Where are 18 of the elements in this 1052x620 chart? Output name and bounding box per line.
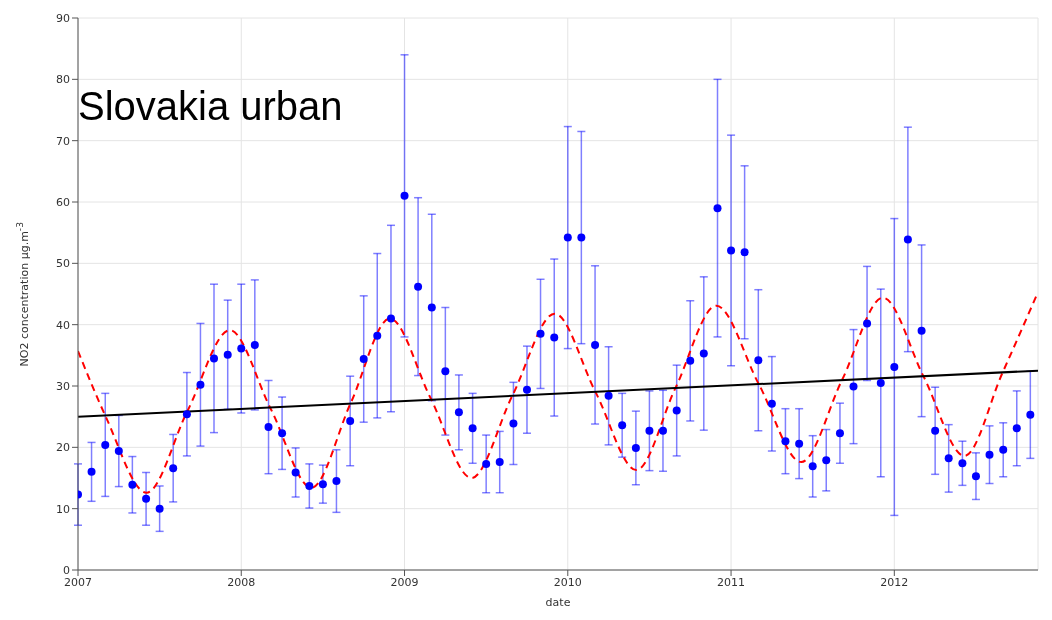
x-tick-label: 2010 xyxy=(553,575,582,589)
y-tick-label: 80 xyxy=(56,73,70,87)
y-tick-label: 90 xyxy=(56,11,70,25)
x-tick-label: 2011 xyxy=(717,575,746,589)
y-tick-label: 20 xyxy=(56,441,70,455)
y-tick-label: 70 xyxy=(56,134,70,148)
y-tick-label: 30 xyxy=(56,379,70,393)
x-tick-label: 2009 xyxy=(390,575,419,589)
x-tick-label: 2012 xyxy=(880,575,909,589)
y-tick-label: 60 xyxy=(56,195,70,209)
y-tick-label: 50 xyxy=(56,257,70,271)
y-tick-label: 0 xyxy=(63,563,70,577)
y-tick-label: 40 xyxy=(56,318,70,332)
x-axis-title: date xyxy=(545,596,571,609)
y-tick-label: 10 xyxy=(56,502,70,516)
x-tick-label: 2007 xyxy=(64,575,92,589)
x-tick-label: 2008 xyxy=(227,575,256,589)
annotation: Slovakia urban xyxy=(78,84,343,129)
